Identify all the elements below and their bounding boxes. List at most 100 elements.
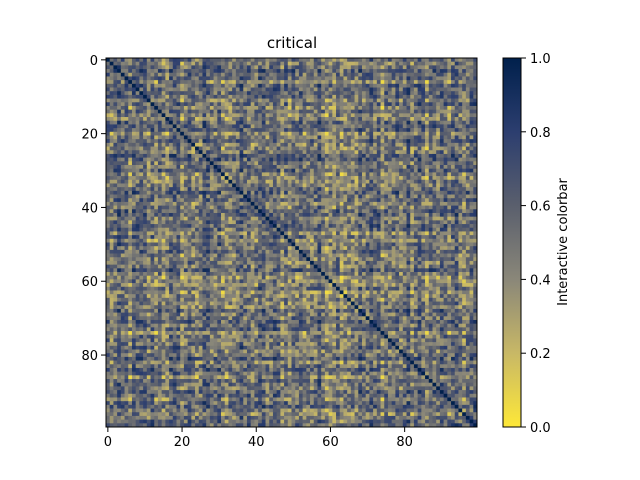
- heatmap-cell: [280, 227, 285, 232]
- heatmap-cell: [146, 201, 151, 206]
- heatmap-cell: [135, 102, 140, 107]
- heatmap-cell: [120, 176, 125, 181]
- heatmap-cell: [436, 157, 441, 162]
- heatmap-cell: [239, 227, 244, 232]
- heatmap-cell: [469, 201, 474, 206]
- heatmap-cell: [298, 124, 303, 129]
- heatmap-cell: [195, 227, 200, 232]
- heatmap-cell: [421, 124, 426, 129]
- heatmap-cell: [117, 102, 122, 107]
- heatmap-cell: [410, 183, 415, 188]
- heatmap-cell: [258, 128, 263, 133]
- heatmap-cell: [350, 94, 355, 99]
- heatmap-cell: [339, 83, 344, 88]
- heatmap-cell: [291, 161, 296, 166]
- heatmap-cell: [109, 176, 114, 181]
- heatmap-cell: [454, 201, 459, 206]
- heatmap-cell: [135, 224, 140, 229]
- heatmap-cell: [232, 83, 237, 88]
- heatmap-cell: [336, 87, 341, 92]
- heatmap-cell: [161, 80, 166, 85]
- heatmap-cell: [154, 135, 159, 140]
- heatmap-cell: [191, 212, 196, 218]
- heatmap-cell: [265, 58, 270, 63]
- heatmap-cell: [239, 87, 244, 92]
- heatmap-cell: [217, 168, 222, 173]
- heatmap-cell: [332, 172, 337, 177]
- heatmap-cell: [358, 220, 363, 225]
- heatmap-cell: [439, 113, 444, 118]
- heatmap-cell: [165, 69, 170, 74]
- heatmap-cell: [473, 205, 478, 210]
- heatmap-cell: [410, 80, 415, 85]
- heatmap-cell: [246, 198, 252, 203]
- heatmap-cell: [313, 128, 318, 133]
- heatmap-cell: [146, 120, 151, 125]
- heatmap-cell: [295, 58, 300, 63]
- heatmap-cell: [395, 135, 400, 140]
- heatmap-cell: [462, 146, 467, 151]
- heatmap-cell: [183, 172, 188, 177]
- heatmap-cell: [157, 205, 162, 210]
- heatmap-cell: [265, 113, 270, 118]
- heatmap-cell: [258, 87, 263, 92]
- heatmap-cell: [328, 172, 333, 177]
- heatmap-cell: [387, 76, 393, 81]
- heatmap-cell: [451, 98, 456, 103]
- heatmap-cell: [328, 238, 333, 243]
- heatmap-cell: [228, 209, 233, 214]
- heatmap-cell: [269, 153, 274, 158]
- heatmap-cell: [161, 128, 166, 133]
- heatmap-cell: [217, 187, 222, 192]
- heatmap-cell: [284, 102, 289, 107]
- heatmap-cell: [443, 80, 448, 85]
- heatmap-cell: [254, 235, 259, 240]
- heatmap-cell: [272, 61, 278, 66]
- heatmap-cell: [209, 198, 214, 203]
- heatmap-cell: [154, 227, 159, 232]
- heatmap-cell: [350, 201, 355, 206]
- heatmap-cell: [113, 83, 118, 88]
- heatmap-cell: [139, 209, 144, 214]
- heatmap-cell: [313, 61, 318, 66]
- heatmap-cell: [287, 76, 292, 81]
- heatmap-cell: [343, 105, 348, 111]
- heatmap-cell: [187, 80, 192, 85]
- heatmap-cell: [324, 146, 329, 151]
- heatmap-cell: [473, 194, 478, 199]
- heatmap-cell: [291, 198, 296, 203]
- heatmap-cell: [154, 209, 159, 214]
- heatmap-cell: [131, 83, 137, 88]
- heatmap-cell: [376, 224, 381, 229]
- heatmap-cell: [165, 128, 170, 133]
- heatmap-cell: [465, 105, 470, 111]
- heatmap-cell: [113, 109, 118, 114]
- heatmap-cell: [146, 224, 151, 229]
- heatmap-cell: [454, 172, 459, 177]
- heatmap-cell: [321, 105, 326, 111]
- heatmap-cell: [180, 94, 185, 99]
- heatmap-cell: [109, 72, 114, 77]
- heatmap-cell: [295, 231, 300, 236]
- heatmap-cell: [113, 113, 118, 118]
- heatmap-cell: [272, 168, 278, 173]
- heatmap-cell: [324, 150, 329, 155]
- heatmap-cell: [131, 227, 137, 232]
- heatmap-cell: [228, 194, 233, 199]
- heatmap-cell: [206, 190, 211, 195]
- heatmap-cell: [361, 61, 367, 66]
- heatmap-cell: [154, 161, 159, 166]
- heatmap-cell: [287, 150, 292, 155]
- heatmap-cell: [235, 224, 240, 229]
- heatmap-cell: [432, 102, 437, 107]
- heatmap-cell: [451, 212, 456, 218]
- heatmap-cell: [402, 94, 407, 99]
- heatmap-cell: [124, 105, 129, 111]
- heatmap-cell: [195, 72, 200, 77]
- heatmap-cell: [250, 212, 255, 218]
- heatmap-cell: [261, 212, 266, 218]
- heatmap-cell: [306, 91, 311, 96]
- heatmap-cell: [313, 227, 318, 232]
- heatmap-cell: [150, 212, 155, 218]
- heatmap-cell: [343, 65, 348, 70]
